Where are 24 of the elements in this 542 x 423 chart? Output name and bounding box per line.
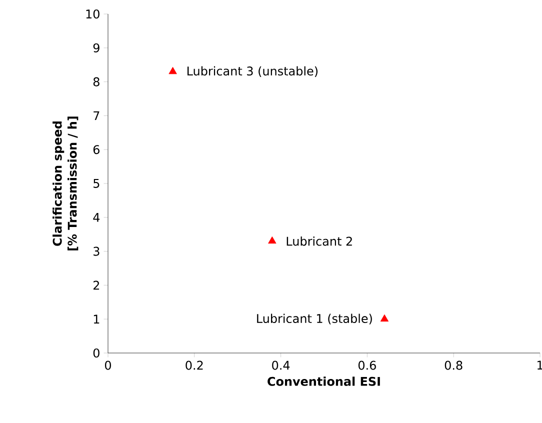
- y-tick-label: 4: [93, 213, 100, 222]
- y-axis-title: Clarification speed [% Transmission / h]: [52, 116, 78, 250]
- point: [168, 66, 177, 74]
- x-axis-title: Conventional ESI: [268, 376, 380, 386]
- x-tick-label: 0.8: [444, 360, 462, 370]
- x-tick-label: 0.4: [272, 360, 290, 370]
- y-tick-label: 3: [94, 246, 100, 256]
- annotation: Lubricant 3 (unstable): [187, 66, 318, 77]
- y-tick-label: 7: [94, 111, 100, 120]
- point: [380, 314, 389, 322]
- y-tick-label: 8: [93, 77, 100, 86]
- x-tick-label: 0: [104, 360, 112, 370]
- annotation: Lubricant 1 (stable): [257, 314, 372, 324]
- annotation: Lubricant 2: [286, 236, 352, 246]
- x-tick-label: 0.2: [186, 360, 203, 370]
- y-tick-label: 5: [94, 179, 100, 188]
- y-tick-label: 2: [93, 280, 100, 290]
- y-tick-label: 9: [93, 43, 100, 52]
- point: [268, 236, 276, 244]
- y-tick-label: 10: [86, 9, 100, 19]
- y-tick-label: 0: [93, 348, 100, 358]
- x-tick-label: 0.6: [358, 360, 376, 370]
- y-tick-label: 1: [94, 314, 100, 324]
- y-tick-label: 6: [93, 145, 100, 154]
